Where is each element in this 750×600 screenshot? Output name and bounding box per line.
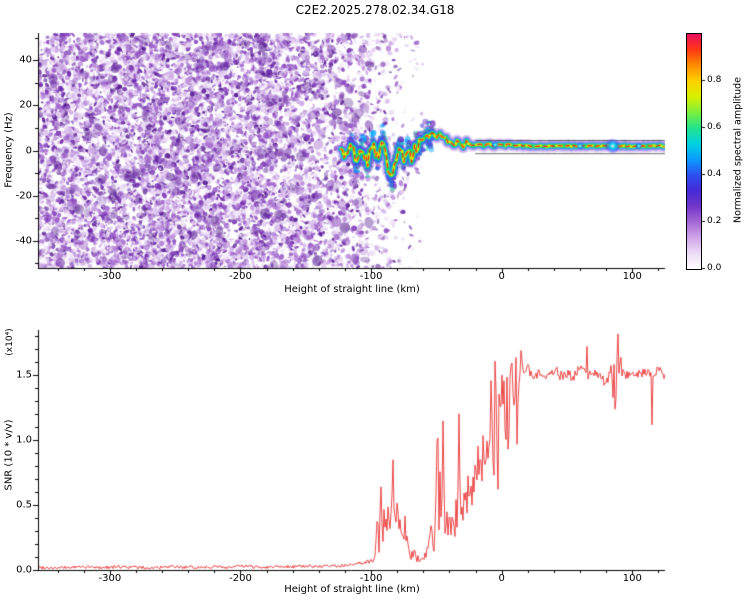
snr-y-tick-label: 0.0 [16,564,32,576]
snr-y-tick-label: 1.5 [16,369,32,381]
spectrogram-y-tick-label: 40 [19,54,32,66]
snr-x-tick-label: -300 [98,573,122,584]
colorbar-tick-label: 0.6 [707,122,722,132]
spectrogram-x-tick-label: -200 [229,271,252,282]
spectrogram-y-tick-label: 0 [25,145,32,156]
spectrogram-y-axis-label: Frequency (Hz) [3,112,15,188]
spectrogram-x-tick-label: -300 [98,271,122,282]
spectrogram-y-tick-label: -20 [15,190,32,202]
spectrogram-y-tick-label: 20 [19,99,32,111]
snr-x-tick-label: -200 [229,573,252,584]
snr-y-tick-label: 1.0 [16,434,32,446]
colorbar-tick-label: 0.8 [707,75,722,85]
spectrogram-y-tick-label: -40 [15,235,32,247]
spectrogram-x-tick-label: 100 [622,271,642,282]
figure-title: C2E2.2025.278.02.34.G18 [295,3,455,17]
snr-x-axis-label: Height of straight line (km) [284,584,420,595]
snr-x-tick-label: 0 [498,573,505,584]
colorbar-tick-label: 0.4 [707,169,722,179]
snr-scale-note: (x10⁴) [5,328,15,356]
snr-x-tick-label: -100 [359,573,383,584]
colorbar [686,33,702,270]
snr-y-tick-label: 0.5 [16,499,32,511]
spectrogram-x-tick-label: 0 [498,271,505,282]
colorbar-tick-label: 0.0 [707,263,722,273]
spectrogram-x-axis-label: Height of straight line (km) [284,284,420,295]
snr-y-axis-label: SNR (10 * v/v) [3,419,15,491]
spectrogram-x-tick-label: -100 [359,271,383,282]
snr-x-tick-label: 100 [622,573,642,584]
colorbar-tick-label: 0.2 [707,216,722,226]
colorbar-label: Normalized spectral amplitude [732,76,744,224]
